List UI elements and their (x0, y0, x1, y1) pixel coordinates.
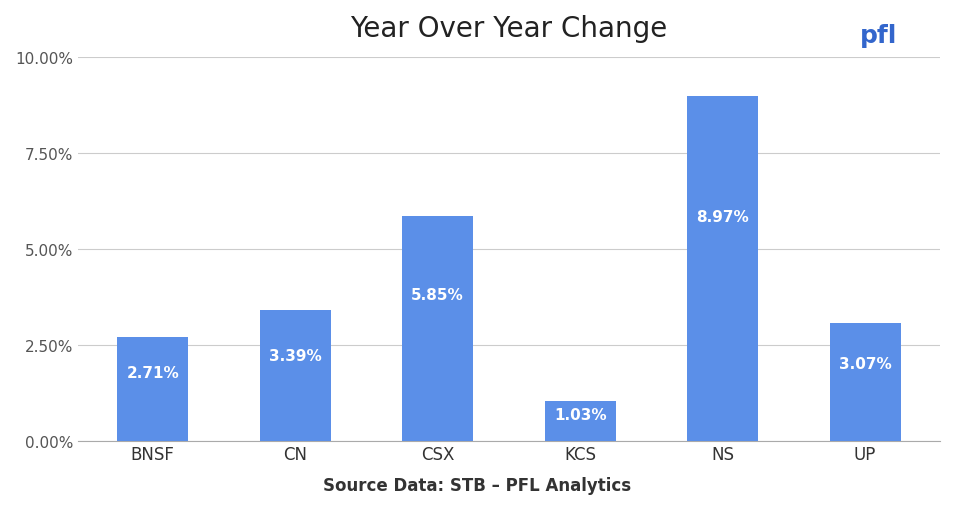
Text: pfl: pfl (860, 23, 898, 48)
Bar (544, 401, 616, 441)
Bar (830, 323, 901, 441)
Bar (687, 97, 758, 441)
Text: 2.71%: 2.71% (126, 366, 179, 381)
Text: Source Data: STB – PFL Analytics: Source Data: STB – PFL Analytics (324, 476, 631, 494)
Text: 5.85%: 5.85% (412, 288, 464, 302)
Bar (260, 311, 330, 441)
Text: 3.39%: 3.39% (268, 349, 322, 364)
Text: 1.03%: 1.03% (554, 408, 606, 422)
Title: Year Over Year Change: Year Over Year Change (350, 15, 668, 43)
Text: 3.07%: 3.07% (838, 357, 892, 372)
Bar (117, 337, 188, 441)
Text: 8.97%: 8.97% (696, 210, 749, 225)
Bar (402, 217, 474, 441)
